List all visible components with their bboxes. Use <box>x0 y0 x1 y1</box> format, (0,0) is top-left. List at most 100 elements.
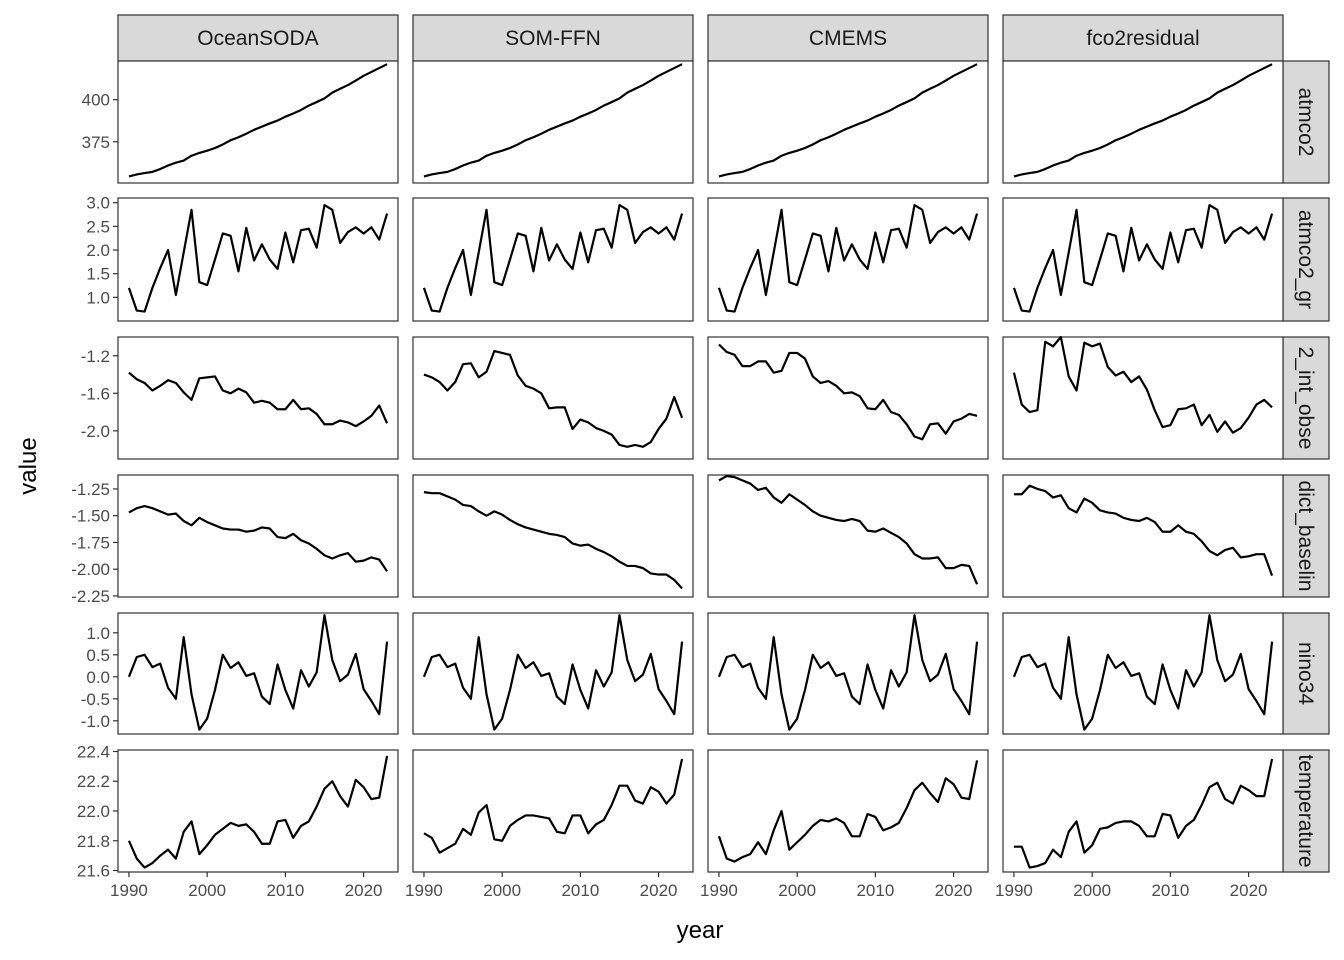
x-tick-label-2-2: 2010 <box>856 881 894 900</box>
column-strips: OceanSODA SOM-FFN CMEMS fco2residual <box>117 14 1284 62</box>
y-tick-label-0-1: 400 <box>82 91 110 110</box>
y-tick-label-3-0: -1.25 <box>71 480 110 499</box>
panel-5-0 <box>117 749 399 873</box>
series-line-1-3 <box>1012 204 1274 313</box>
panel-0-0 <box>117 60 399 184</box>
panel-1-3 <box>1002 197 1284 322</box>
column-strip-3 <box>1002 14 1284 62</box>
y-tick-label-5-2: 22.0 <box>77 802 110 821</box>
panel-0-3 <box>1002 60 1284 184</box>
row-strip-label-0: atmco2 <box>1294 88 1317 157</box>
panel-3-1 <box>412 474 694 598</box>
y-tick-label-1-4: 3.0 <box>86 194 110 213</box>
series-line-3-1 <box>423 491 683 590</box>
row-strip-label-4: nino34 <box>1294 642 1317 705</box>
column-strip-2 <box>707 14 989 62</box>
series-line-0-1 <box>423 63 683 178</box>
column-strip-label-1: SOM-FFN <box>505 27 601 50</box>
y-tick-label-4-4: -1.0 <box>81 712 110 731</box>
series-line-0-2 <box>718 63 978 178</box>
panel-4-1 <box>412 612 694 735</box>
series-line-4-2 <box>717 614 979 731</box>
x-axis-title: year <box>677 917 724 944</box>
series-line-4-0 <box>127 614 389 731</box>
panel-5-2 <box>707 749 989 873</box>
x-tick-label-2-3: 2020 <box>935 881 973 900</box>
row-strip-0 <box>1282 60 1330 184</box>
panel-1-1 <box>412 197 694 322</box>
series-line-0-3 <box>1013 63 1273 178</box>
series-line-3-2 <box>718 474 979 585</box>
column-strip-1 <box>412 14 694 62</box>
y-tick-label-5-3: 21.8 <box>77 832 110 851</box>
y-tick-label-2-1: -1.6 <box>81 384 110 403</box>
row-strip-label-2: 2_int_obse <box>1294 347 1317 450</box>
series-line-3-3 <box>1013 484 1274 576</box>
x-tick-label-1-1: 2000 <box>483 881 521 900</box>
column-strip-label-2: CMEMS <box>809 27 887 50</box>
x-tick-label-3-2: 2010 <box>1151 881 1189 900</box>
row-strip-label-5: temperature <box>1294 754 1317 867</box>
series-line-1-0 <box>127 204 389 313</box>
x-tick-label-0-1: 2000 <box>188 881 226 900</box>
y-tick-label-4-3: -0.5 <box>81 690 110 709</box>
series-line-0-0 <box>128 63 388 178</box>
series-line-4-3 <box>1012 614 1274 731</box>
x-tick-label-1-0: 1990 <box>405 881 443 900</box>
panel-3-3 <box>1002 474 1284 598</box>
series-line-4-1 <box>422 614 684 731</box>
y-tick-label-3-1: -1.50 <box>71 507 110 526</box>
series-line-5-0 <box>127 755 389 869</box>
y-tick-label-4-2: 0.0 <box>86 668 110 687</box>
panels <box>117 60 1284 873</box>
y-tick-label-2-2: -2.0 <box>81 422 110 441</box>
x-tick-label-0-3: 2020 <box>345 881 383 900</box>
x-tick-label-1-2: 2010 <box>561 881 599 900</box>
panel-0-2 <box>707 60 989 184</box>
series-line-2-1 <box>423 349 684 448</box>
panel-2-2 <box>707 336 989 460</box>
y-tick-label-2-0: -1.2 <box>81 347 110 366</box>
y-tick-label-4-1: 0.5 <box>86 646 110 665</box>
y-tick-label-1-2: 2.0 <box>86 241 110 260</box>
series-line-5-2 <box>717 760 979 863</box>
x-tick-label-3-1: 2000 <box>1073 881 1111 900</box>
y-tick-label-3-4: -2.25 <box>71 587 110 606</box>
series-line-2-2 <box>718 343 978 441</box>
x-tick-label-1-3: 2020 <box>640 881 678 900</box>
panel-5-3 <box>1002 749 1284 873</box>
row-strip-2 <box>1282 336 1330 460</box>
x-tick-label-2-1: 2000 <box>778 881 816 900</box>
y-tick-label-5-4: 21.6 <box>77 862 110 881</box>
series-line-1-2 <box>717 204 979 313</box>
column-strip-label-0: OceanSODA <box>197 27 318 50</box>
y-tick-label-0-0: 375 <box>82 133 110 152</box>
panel-3-2 <box>707 474 989 598</box>
panel-3-0 <box>117 474 399 598</box>
panel-4-2 <box>707 612 989 735</box>
y-tick-label-5-0: 22.4 <box>77 742 110 761</box>
y-tick-label-1-0: 1.0 <box>86 288 110 307</box>
y-tick-label-3-2: -1.75 <box>71 533 110 552</box>
x-axes: 1990 2000 2010 2020 1990 2000 2010 2020 1990 2000… <box>110 872 1268 900</box>
y-tick-label-5-1: 22.2 <box>77 772 110 791</box>
panel-1-0 <box>117 197 399 322</box>
x-tick-label-3-0: 1990 <box>995 881 1033 900</box>
row-strip-label-3: dict_baselin <box>1294 481 1317 592</box>
series-line-1-1 <box>422 204 684 313</box>
panel-2-3 <box>1002 336 1284 460</box>
y-tick-label-3-3: -2.00 <box>71 560 110 579</box>
x-tick-label-2-0: 1990 <box>700 881 738 900</box>
panel-2-1 <box>412 336 694 460</box>
panel-2-0 <box>117 336 399 460</box>
panel-1-2 <box>707 197 989 322</box>
y-tick-label-1-3: 2.5 <box>86 217 110 236</box>
panel-4-3 <box>1002 612 1284 735</box>
series-line-3-0 <box>128 504 388 572</box>
panel-5-1 <box>412 749 694 873</box>
y-tick-label-4-0: 1.0 <box>86 624 110 643</box>
panel-0-1 <box>412 60 694 184</box>
y-tick-label-1-1: 1.5 <box>86 265 110 284</box>
y-axes: 375 400 1.0 1.5 2.0 2.5 3.0 -1.2 -1.6 -2.0 -1.25 -1… <box>71 91 118 881</box>
